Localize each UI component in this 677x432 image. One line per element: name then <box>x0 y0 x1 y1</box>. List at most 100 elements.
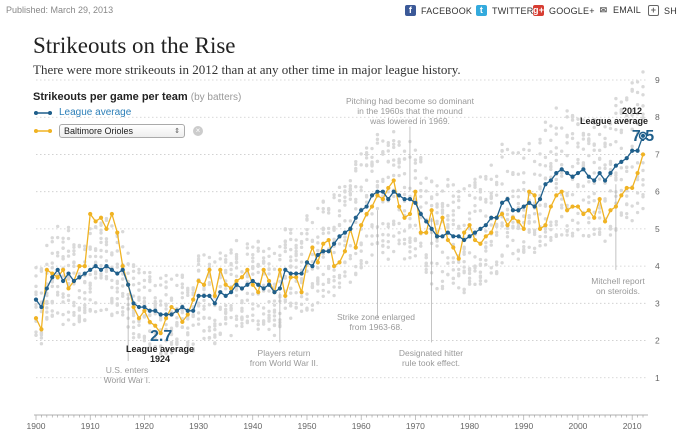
share-email-button[interactable]: ✉ EMAIL <box>599 5 641 15</box>
team-dot <box>538 152 542 156</box>
share-facebook-button[interactable]: f FACEBOOK <box>405 5 472 16</box>
team-dot <box>121 229 125 234</box>
team-dot <box>55 284 60 289</box>
team-dot <box>532 250 537 255</box>
team-dot <box>543 177 548 181</box>
team-dot <box>283 276 288 280</box>
team-dot <box>429 180 434 184</box>
team-dot <box>435 286 439 291</box>
team-dot <box>245 320 250 325</box>
team-dot <box>267 300 271 304</box>
team-dot <box>625 165 629 169</box>
team-dot <box>153 344 157 349</box>
annotation-ww2: Players return <box>258 348 311 358</box>
team-dot <box>408 216 412 221</box>
team-dot <box>597 210 602 214</box>
team-dot <box>451 222 456 227</box>
team-dot <box>202 336 206 341</box>
team-dot <box>522 147 526 152</box>
team-dot <box>121 291 125 296</box>
team-dot <box>462 187 466 191</box>
annotation-mound: was lowered in 1969. <box>369 116 450 126</box>
team-dot <box>478 270 483 274</box>
team-dot <box>294 306 298 310</box>
team-series-point <box>223 282 228 287</box>
team-series-point <box>33 316 39 321</box>
team-dot <box>354 220 358 225</box>
team-dot <box>516 151 521 155</box>
team-dot <box>332 279 336 283</box>
team-dot <box>505 226 510 231</box>
team-dot <box>494 271 499 275</box>
team-dot <box>375 159 380 164</box>
team-dot <box>66 310 71 314</box>
team-dot <box>592 191 596 196</box>
team-dot <box>88 286 92 291</box>
team-dot <box>278 279 282 284</box>
team-dot <box>446 218 450 222</box>
team-dot <box>391 138 396 143</box>
annotation-mound: Pitching had become so dominant <box>346 96 475 106</box>
team-dot <box>413 223 418 227</box>
team-dot <box>72 310 76 315</box>
team-dot <box>186 340 190 345</box>
team-dot <box>148 329 152 334</box>
team-select[interactable]: Baltimore Orioles ⇕ <box>59 124 185 138</box>
league-series-point <box>597 170 602 176</box>
share-sha-button[interactable]: + SHA <box>648 5 677 16</box>
team-dot <box>158 276 163 280</box>
team-dot <box>88 254 92 259</box>
team-dot <box>554 106 558 110</box>
team-dot <box>223 260 228 264</box>
share-twitter-button[interactable]: t TWITTER <box>476 5 533 16</box>
league-series-point <box>115 271 120 276</box>
team-dot <box>50 266 54 270</box>
team-dot <box>218 284 222 289</box>
team-dot <box>104 249 109 254</box>
team-dot <box>608 167 613 172</box>
team-dot <box>245 273 250 278</box>
team-dot <box>608 126 613 131</box>
team-dot <box>272 310 277 314</box>
team-dot <box>66 225 71 230</box>
team-dot <box>424 264 428 268</box>
team-dot <box>478 257 483 262</box>
team-dot <box>641 116 645 120</box>
team-dot <box>592 160 596 165</box>
team-dot <box>77 319 82 324</box>
team-dot <box>343 235 347 239</box>
team-dot <box>88 272 92 277</box>
team-dot <box>131 335 136 340</box>
team-dot <box>121 313 125 317</box>
share-google-button[interactable]: g+ GOOGLE+ <box>533 5 595 16</box>
team-dot <box>99 221 103 225</box>
league-series-point <box>185 308 190 313</box>
team-dot <box>364 234 369 238</box>
team-dot <box>55 293 60 297</box>
top-bar: Published: March 29, 2013 f FACEBOOK t TWIT… <box>0 0 677 22</box>
team-dot <box>364 156 369 160</box>
team-dot <box>630 109 634 113</box>
team-series-point <box>337 260 342 265</box>
team-dot <box>50 284 54 289</box>
page-subtitle: There were more strikeouts in 2012 than … <box>33 62 461 77</box>
team-dot <box>213 260 217 264</box>
team-dot <box>467 271 472 276</box>
team-dot <box>560 233 564 237</box>
team-dot <box>457 205 461 210</box>
clear-team-icon[interactable]: × <box>193 126 203 136</box>
team-dot <box>489 201 493 205</box>
team-dot <box>175 337 179 341</box>
team-dot <box>597 216 602 220</box>
team-dot <box>34 274 38 278</box>
team-dot <box>413 237 418 241</box>
y-tick-label: 1 <box>655 373 660 383</box>
team-dot <box>554 181 558 186</box>
team-dot <box>641 104 645 108</box>
team-dot <box>446 256 450 260</box>
team-dot <box>391 249 396 254</box>
team-series-point <box>104 226 109 231</box>
team-dot <box>625 169 629 174</box>
team-dot <box>245 252 250 256</box>
team-dot <box>115 249 119 253</box>
